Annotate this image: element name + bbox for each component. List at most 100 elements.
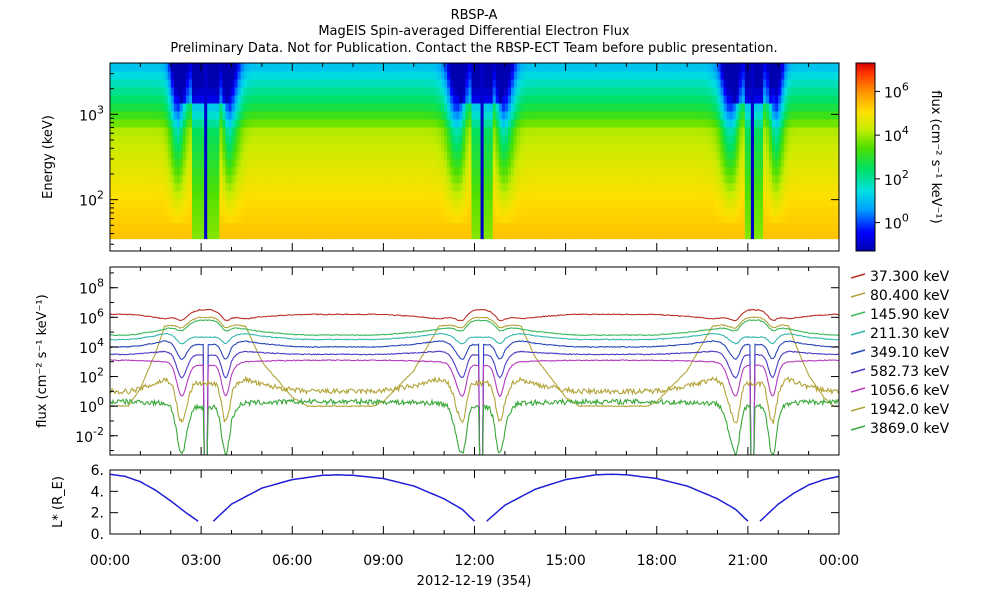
spectrogram-cell	[659, 190, 664, 200]
spectrogram-cell	[340, 230, 345, 240]
spectrogram-cell	[617, 150, 621, 160]
spectrogram-cell	[535, 190, 539, 200]
spectrogram-cell	[769, 150, 773, 160]
spectrogram-cell	[210, 166, 214, 176]
spectrogram-cell	[592, 166, 597, 176]
spectrogram-cell	[155, 166, 160, 176]
spectrogram-cell	[523, 166, 527, 176]
spectrogram-cell	[696, 174, 700, 184]
spectrogram-cell	[711, 206, 716, 216]
spectrogram-cell	[541, 214, 545, 224]
spectrogram-cell	[541, 174, 545, 184]
spectrogram-cell	[137, 94, 141, 104]
spectrogram-cell	[778, 86, 782, 96]
spectrogram-cell	[760, 174, 764, 184]
spectrogram-cell	[304, 158, 309, 168]
spectrogram-cell	[687, 190, 691, 200]
spectrogram-cell	[359, 206, 363, 216]
spectrogram-cell	[383, 102, 388, 112]
spectrogram-cell	[787, 182, 791, 192]
spectrogram-cell	[495, 174, 500, 184]
spectrogram-cell	[547, 78, 552, 88]
spectrogram-cell	[535, 94, 539, 104]
spectrogram-cell	[772, 118, 776, 128]
spectrogram-cell	[544, 142, 548, 152]
spectrogram-cell	[723, 63, 728, 72]
spectrogram-cell	[605, 78, 609, 88]
spectrogram-cell	[322, 110, 327, 120]
spectrogram-cell	[526, 198, 530, 208]
spectrogram-cell	[368, 190, 372, 200]
spectrogram-cell	[656, 206, 661, 216]
spectrogram-cell	[465, 142, 470, 152]
spectrogram-cell	[717, 70, 722, 80]
spectrogram-cell	[635, 70, 640, 80]
spectrogram-cell	[510, 222, 515, 232]
spectrogram-cell	[419, 166, 424, 176]
spectrogram-cell	[161, 86, 166, 96]
spectrogram-cell	[158, 118, 163, 128]
spectrogram-cell	[489, 206, 494, 216]
spectrogram-cell	[304, 222, 309, 232]
spectrogram-cell	[732, 118, 737, 128]
spectrogram-cell	[198, 198, 202, 208]
spectrogram-cell	[580, 102, 585, 112]
spectrogram-cell	[517, 78, 521, 88]
spectrogram-cell	[356, 158, 360, 168]
spectrogram-cell	[301, 134, 305, 144]
spectrogram-cell	[659, 110, 664, 120]
spectrogram-cell	[131, 150, 135, 160]
spectrogram-cell	[113, 110, 117, 120]
spectrogram-cell	[699, 102, 703, 112]
spectrogram-cell	[307, 150, 312, 160]
spectrogram-cell	[270, 182, 275, 192]
spectrogram-cell	[532, 190, 536, 200]
spectrogram-cell	[201, 190, 205, 200]
spectrogram-cell	[450, 110, 454, 120]
spectrogram-cell	[201, 158, 205, 168]
spectrogram-cell	[340, 134, 345, 144]
spectrogram-cell	[586, 222, 591, 232]
spectrogram-cell	[362, 70, 366, 80]
spectrogram-cell	[316, 118, 321, 128]
spectrogram-cell	[264, 198, 269, 208]
spectrogram-cell	[286, 230, 290, 240]
spectrogram-cell	[735, 230, 740, 240]
spectrogram-cell	[428, 190, 433, 200]
spectrogram-cell	[705, 78, 709, 88]
spectrogram-cell	[407, 174, 412, 184]
spectrogram-cell	[732, 70, 737, 80]
spectrogram-cell	[435, 86, 439, 96]
spectrogram-cell	[553, 110, 558, 120]
spectrogram-cell	[471, 182, 476, 192]
spectrogram-cell	[574, 134, 579, 144]
spectrogram-cell	[732, 158, 737, 168]
spectrogram-cell	[790, 118, 795, 128]
spectrogram-cell	[684, 174, 688, 184]
spectrogram-cell	[608, 102, 612, 112]
spectrogram-cell	[216, 70, 220, 80]
spectrogram-cell	[456, 86, 460, 96]
spectrogram-cell	[510, 134, 515, 144]
spectrogram-cell	[738, 158, 743, 168]
spectrogram-cell	[134, 214, 138, 224]
spectrogram-cell	[763, 78, 767, 88]
spectrogram-cell	[599, 230, 603, 240]
spectrogram-cell	[626, 102, 631, 112]
spectrogram-cell	[425, 102, 430, 112]
spectrogram-cell	[428, 110, 433, 120]
spectrogram-cell	[113, 142, 117, 152]
spectrogram-cell	[240, 63, 245, 72]
spectrogram-cell	[599, 190, 603, 200]
spectrogram-cell	[207, 158, 211, 168]
spectrogram-cell	[307, 70, 312, 80]
spectrogram-cell	[756, 166, 761, 176]
spectrogram-cell	[179, 70, 184, 80]
spectrogram-cell	[353, 222, 357, 232]
spectrogram-cell	[605, 166, 609, 176]
spectrogram-cell	[796, 206, 801, 216]
spectrogram-cell	[589, 230, 594, 240]
spectrogram-cell	[559, 78, 564, 88]
spectrogram-cell	[155, 150, 160, 160]
spectrogram-cell	[738, 222, 743, 232]
